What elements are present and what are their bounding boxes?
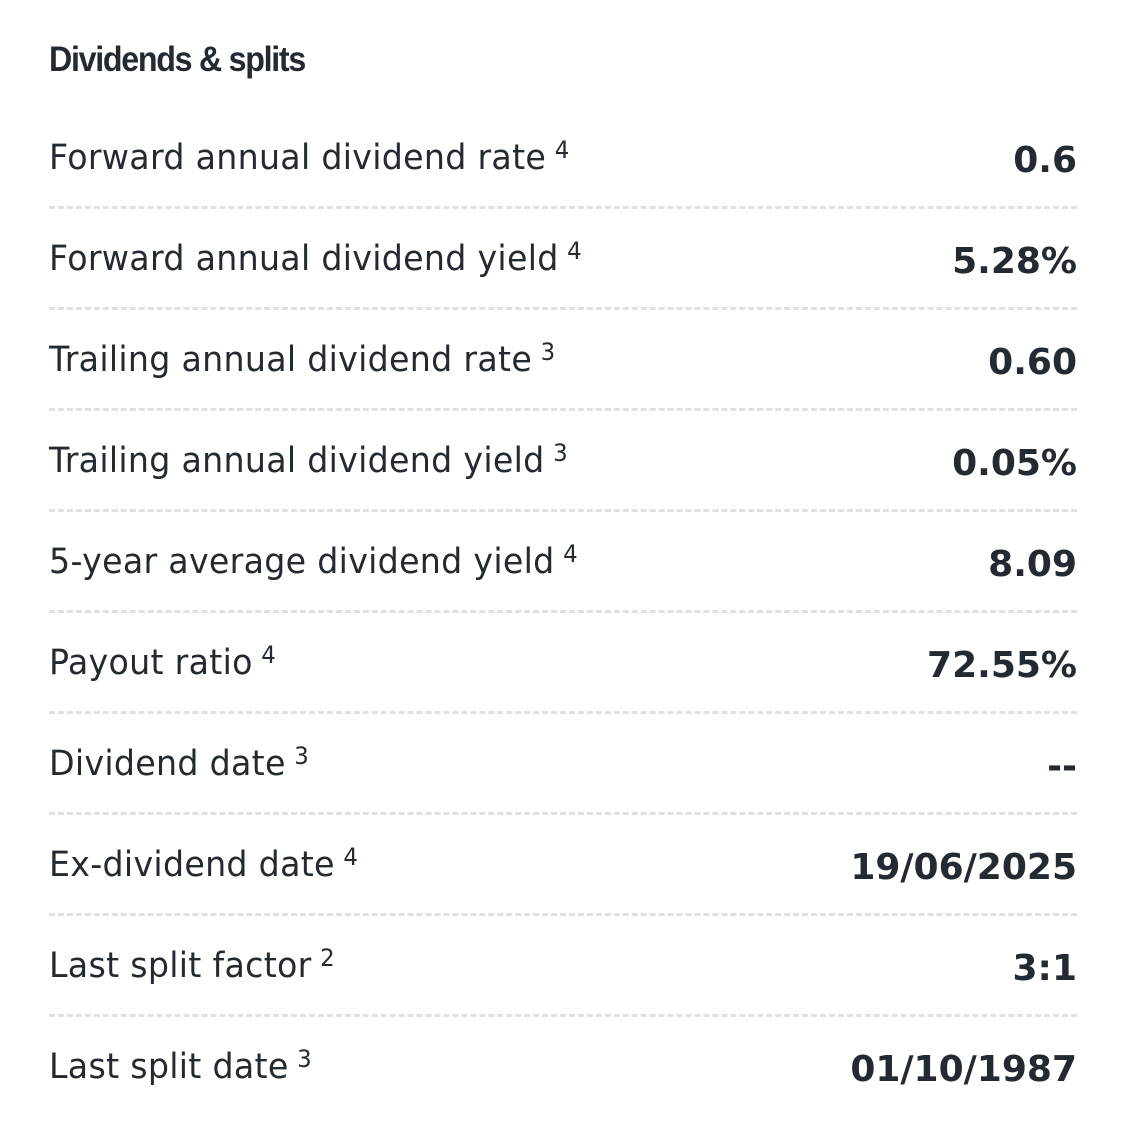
footnote-marker: 3	[294, 742, 310, 770]
stat-label: 5-year average dividend yield 4	[49, 540, 578, 582]
stat-row-5yr-avg-dividend-yield: 5-year average dividend yield 4 8.09	[49, 512, 1077, 613]
stat-value: --	[1047, 746, 1077, 787]
stat-label: Forward annual dividend yield 4	[49, 237, 582, 279]
stat-label: Trailing annual dividend yield 3	[49, 439, 568, 481]
stat-row-ex-dividend-date: Ex-dividend date 4 19/06/2025	[49, 815, 1077, 916]
section-title: Dividends & splits	[49, 40, 306, 79]
footnote-marker: 4	[563, 540, 578, 568]
stat-value: 0.6	[1013, 140, 1077, 181]
footnote-marker: 3	[540, 338, 556, 366]
stat-value: 0.60	[988, 342, 1077, 383]
stat-value: 5.28%	[952, 241, 1077, 282]
stat-label: Ex-dividend date 4	[49, 843, 359, 885]
stat-value: 8.09	[988, 544, 1077, 585]
stats-list: Forward annual dividend rate 4 0.6 Forwar…	[49, 108, 1077, 1118]
footnote-marker: 4	[343, 843, 359, 871]
stat-label: Last split date 3	[49, 1045, 312, 1087]
footnote-marker: 2	[320, 944, 335, 972]
stat-row-trailing-dividend-rate: Trailing annual dividend rate 3 0.60	[49, 310, 1077, 411]
stat-row-dividend-date: Dividend date 3 --	[49, 714, 1077, 815]
stat-row-forward-dividend-yield: Forward annual dividend yield 4 5.28%	[49, 209, 1077, 310]
stat-value: 72.55%	[927, 645, 1077, 686]
stat-label: Payout ratio 4	[49, 641, 277, 683]
footnote-marker: 4	[554, 136, 570, 164]
stat-value: 19/06/2025	[850, 847, 1077, 888]
stat-label: Dividend date 3	[49, 742, 310, 784]
footnote-marker: 3	[297, 1045, 312, 1073]
stat-row-last-split-date: Last split date 3 01/10/1987	[49, 1017, 1077, 1118]
stat-value: 0.05%	[952, 443, 1077, 484]
stat-label: Forward annual dividend rate 4	[49, 136, 570, 178]
stat-value: 01/10/1987	[850, 1049, 1077, 1090]
stat-row-payout-ratio: Payout ratio 4 72.55%	[49, 613, 1077, 714]
stat-row-forward-dividend-rate: Forward annual dividend rate 4 0.6	[49, 108, 1077, 209]
stat-label: Trailing annual dividend rate 3	[49, 338, 556, 380]
footnote-marker: 4	[567, 237, 582, 265]
stat-value: 3:1	[1012, 948, 1078, 989]
stat-row-last-split-factor: Last split factor 2 3:1	[49, 916, 1077, 1017]
footnote-marker: 3	[553, 439, 568, 467]
stat-row-trailing-dividend-yield: Trailing annual dividend yield 3 0.05%	[49, 411, 1077, 512]
stat-label: Last split factor 2	[49, 944, 335, 986]
footnote-marker: 4	[261, 641, 277, 669]
dividends-splits-panel: Dividends & splits Forward annual divide…	[49, 0, 1077, 1090]
